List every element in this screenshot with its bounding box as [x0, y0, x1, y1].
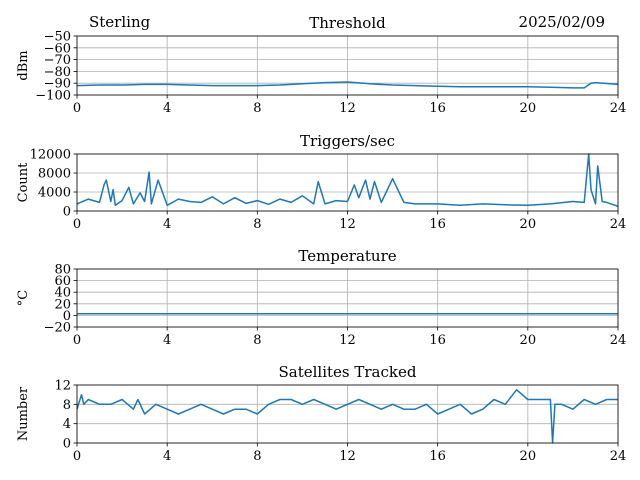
y-tick-label: 0 [63, 205, 71, 220]
x-tick-label: 16 [429, 449, 446, 464]
y-tick-label: 8 [63, 398, 71, 413]
y-tick-label: 0 [63, 437, 71, 452]
station-name: Sterling [89, 13, 151, 31]
x-tick-label: 20 [520, 217, 537, 232]
x-tick-label: 4 [163, 449, 171, 464]
y-tick-label: 8000 [38, 167, 71, 182]
y-axis-label: °C [16, 290, 31, 307]
x-tick-label: 0 [73, 449, 81, 464]
y-tick-label: 40 [54, 286, 71, 301]
y-tick-label: −100 [35, 89, 71, 104]
y-tick-label: 12000 [30, 148, 71, 163]
series-line [76, 389, 618, 444]
x-tick-label: 16 [429, 101, 446, 116]
y-tick-label: 20 [54, 297, 71, 312]
y-tick-label: 12 [54, 379, 71, 394]
panel-title: Triggers/sec [300, 132, 395, 150]
x-tick-label: 12 [339, 333, 356, 348]
x-tick-label: 12 [339, 101, 356, 116]
y-axis-label: Number [16, 386, 31, 441]
x-tick-label: 8 [253, 449, 261, 464]
panel-4: 0 4 8 12 16 20 24 0 4 8 12 Satellites Tracked Number [16, 363, 626, 464]
x-tick-label: 20 [520, 449, 537, 464]
x-tick-label: 12 [339, 449, 356, 464]
panel-1: 0 4 8 12 16 20 24 −100−90−80−70−60−50 Threshold d… [16, 14, 626, 116]
x-tick-label: 4 [163, 217, 171, 232]
date-label: 2025/02/09 [518, 13, 605, 31]
series-line [76, 81, 619, 89]
x-tick-label: 0 [73, 217, 81, 232]
x-tick-label: 4 [163, 333, 171, 348]
x-tick-label: 16 [429, 333, 446, 348]
x-tick-label: 24 [610, 101, 627, 116]
y-tick-label: −80 [44, 65, 71, 80]
panel-title: Satellites Tracked [279, 363, 417, 381]
x-tick-label: 0 [73, 101, 81, 116]
y-tick-label: −20 [44, 321, 71, 336]
y-tick-label: 80 [54, 263, 71, 278]
x-tick-label: 20 [520, 101, 537, 116]
x-tick-label: 8 [253, 333, 261, 348]
y-tick-label: 4000 [38, 186, 71, 201]
x-tick-label: 4 [163, 101, 171, 116]
x-tick-label: 16 [429, 217, 446, 232]
x-tick-label: 20 [520, 333, 537, 348]
y-tick-label: −60 [44, 41, 71, 56]
x-tick-label: 8 [253, 101, 261, 116]
x-tick-label: 8 [253, 217, 261, 232]
y-tick-label: −50 [44, 30, 71, 45]
x-tick-label: 24 [610, 449, 627, 464]
y-tick-label: −70 [44, 53, 71, 68]
panel-2: 0 4 8 12 16 20 24 0 4000 8000 12000 Triggers/sec Cou… [16, 132, 626, 232]
panel-title: Temperature [298, 247, 396, 265]
y-tick-label: −90 [44, 77, 71, 92]
x-tick-label: 24 [610, 333, 627, 348]
y-tick-label: 0 [63, 309, 71, 324]
series-line [76, 153, 619, 208]
x-tick-label: 24 [610, 217, 627, 232]
y-axis-label: dBm [16, 50, 31, 80]
x-tick-label: 12 [339, 217, 356, 232]
y-axis-label: Count [16, 162, 31, 203]
y-tick-label: 60 [54, 274, 71, 289]
x-tick-label: 0 [73, 333, 81, 348]
y-tick-label: 4 [63, 417, 71, 432]
panel-title: Threshold [309, 14, 386, 32]
